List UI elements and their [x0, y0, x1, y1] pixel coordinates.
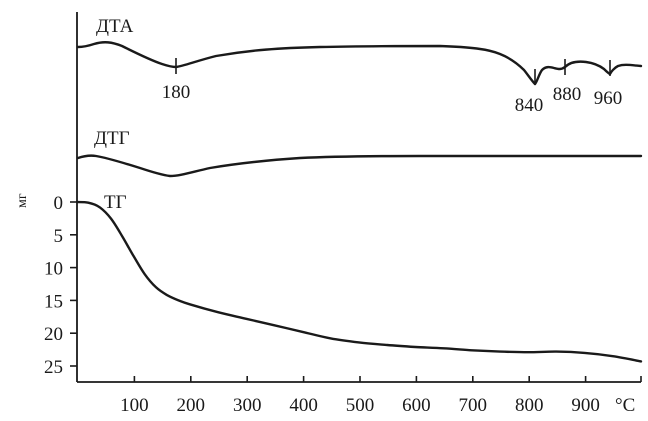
tg-curve [75, 200, 643, 363]
dta-peak-markers: 180 840 880 960 [162, 58, 623, 116]
dta-peak-label: 960 [594, 88, 623, 109]
y-tick-label: 5 [54, 226, 64, 247]
dta-peak-label: 180 [162, 82, 191, 103]
y-axis-ticks: 0 5 10 15 20 25 [44, 193, 77, 378]
dta-peak-label: 880 [553, 84, 582, 105]
temperature-unit-label: °C [615, 395, 635, 416]
x-tick-label: 900 [571, 395, 600, 416]
y-tick-label: 0 [54, 193, 64, 214]
x-tick-label: 200 [177, 395, 206, 416]
dtg-curve [76, 154, 643, 178]
dta-curve [76, 41, 643, 86]
y-tick-label: 10 [44, 259, 63, 280]
dta-peak-label: 840 [515, 95, 544, 116]
dtg-curve-label: ДТГ [94, 128, 130, 149]
x-tick-label: 600 [402, 395, 431, 416]
y-tick-label: 15 [44, 291, 63, 312]
x-tick-label: 400 [289, 395, 318, 416]
tg-unit-label: мг [15, 193, 30, 208]
y-tick-label: 20 [44, 324, 63, 345]
x-tick-label: 500 [346, 395, 375, 416]
x-tick-label: 300 [233, 395, 262, 416]
tg-curve-group [75, 200, 643, 363]
dta-curve-label: ДТА [96, 16, 134, 37]
y-tick-label: 25 [44, 357, 63, 378]
x-axis-ticks: 100 200 300 400 500 600 700 800 900 [120, 376, 642, 416]
x-tick-label: 700 [459, 395, 488, 416]
x-tick-label: 100 [120, 395, 149, 416]
tg-curve-label: ТГ [104, 192, 127, 213]
x-tick-label: 800 [515, 395, 544, 416]
